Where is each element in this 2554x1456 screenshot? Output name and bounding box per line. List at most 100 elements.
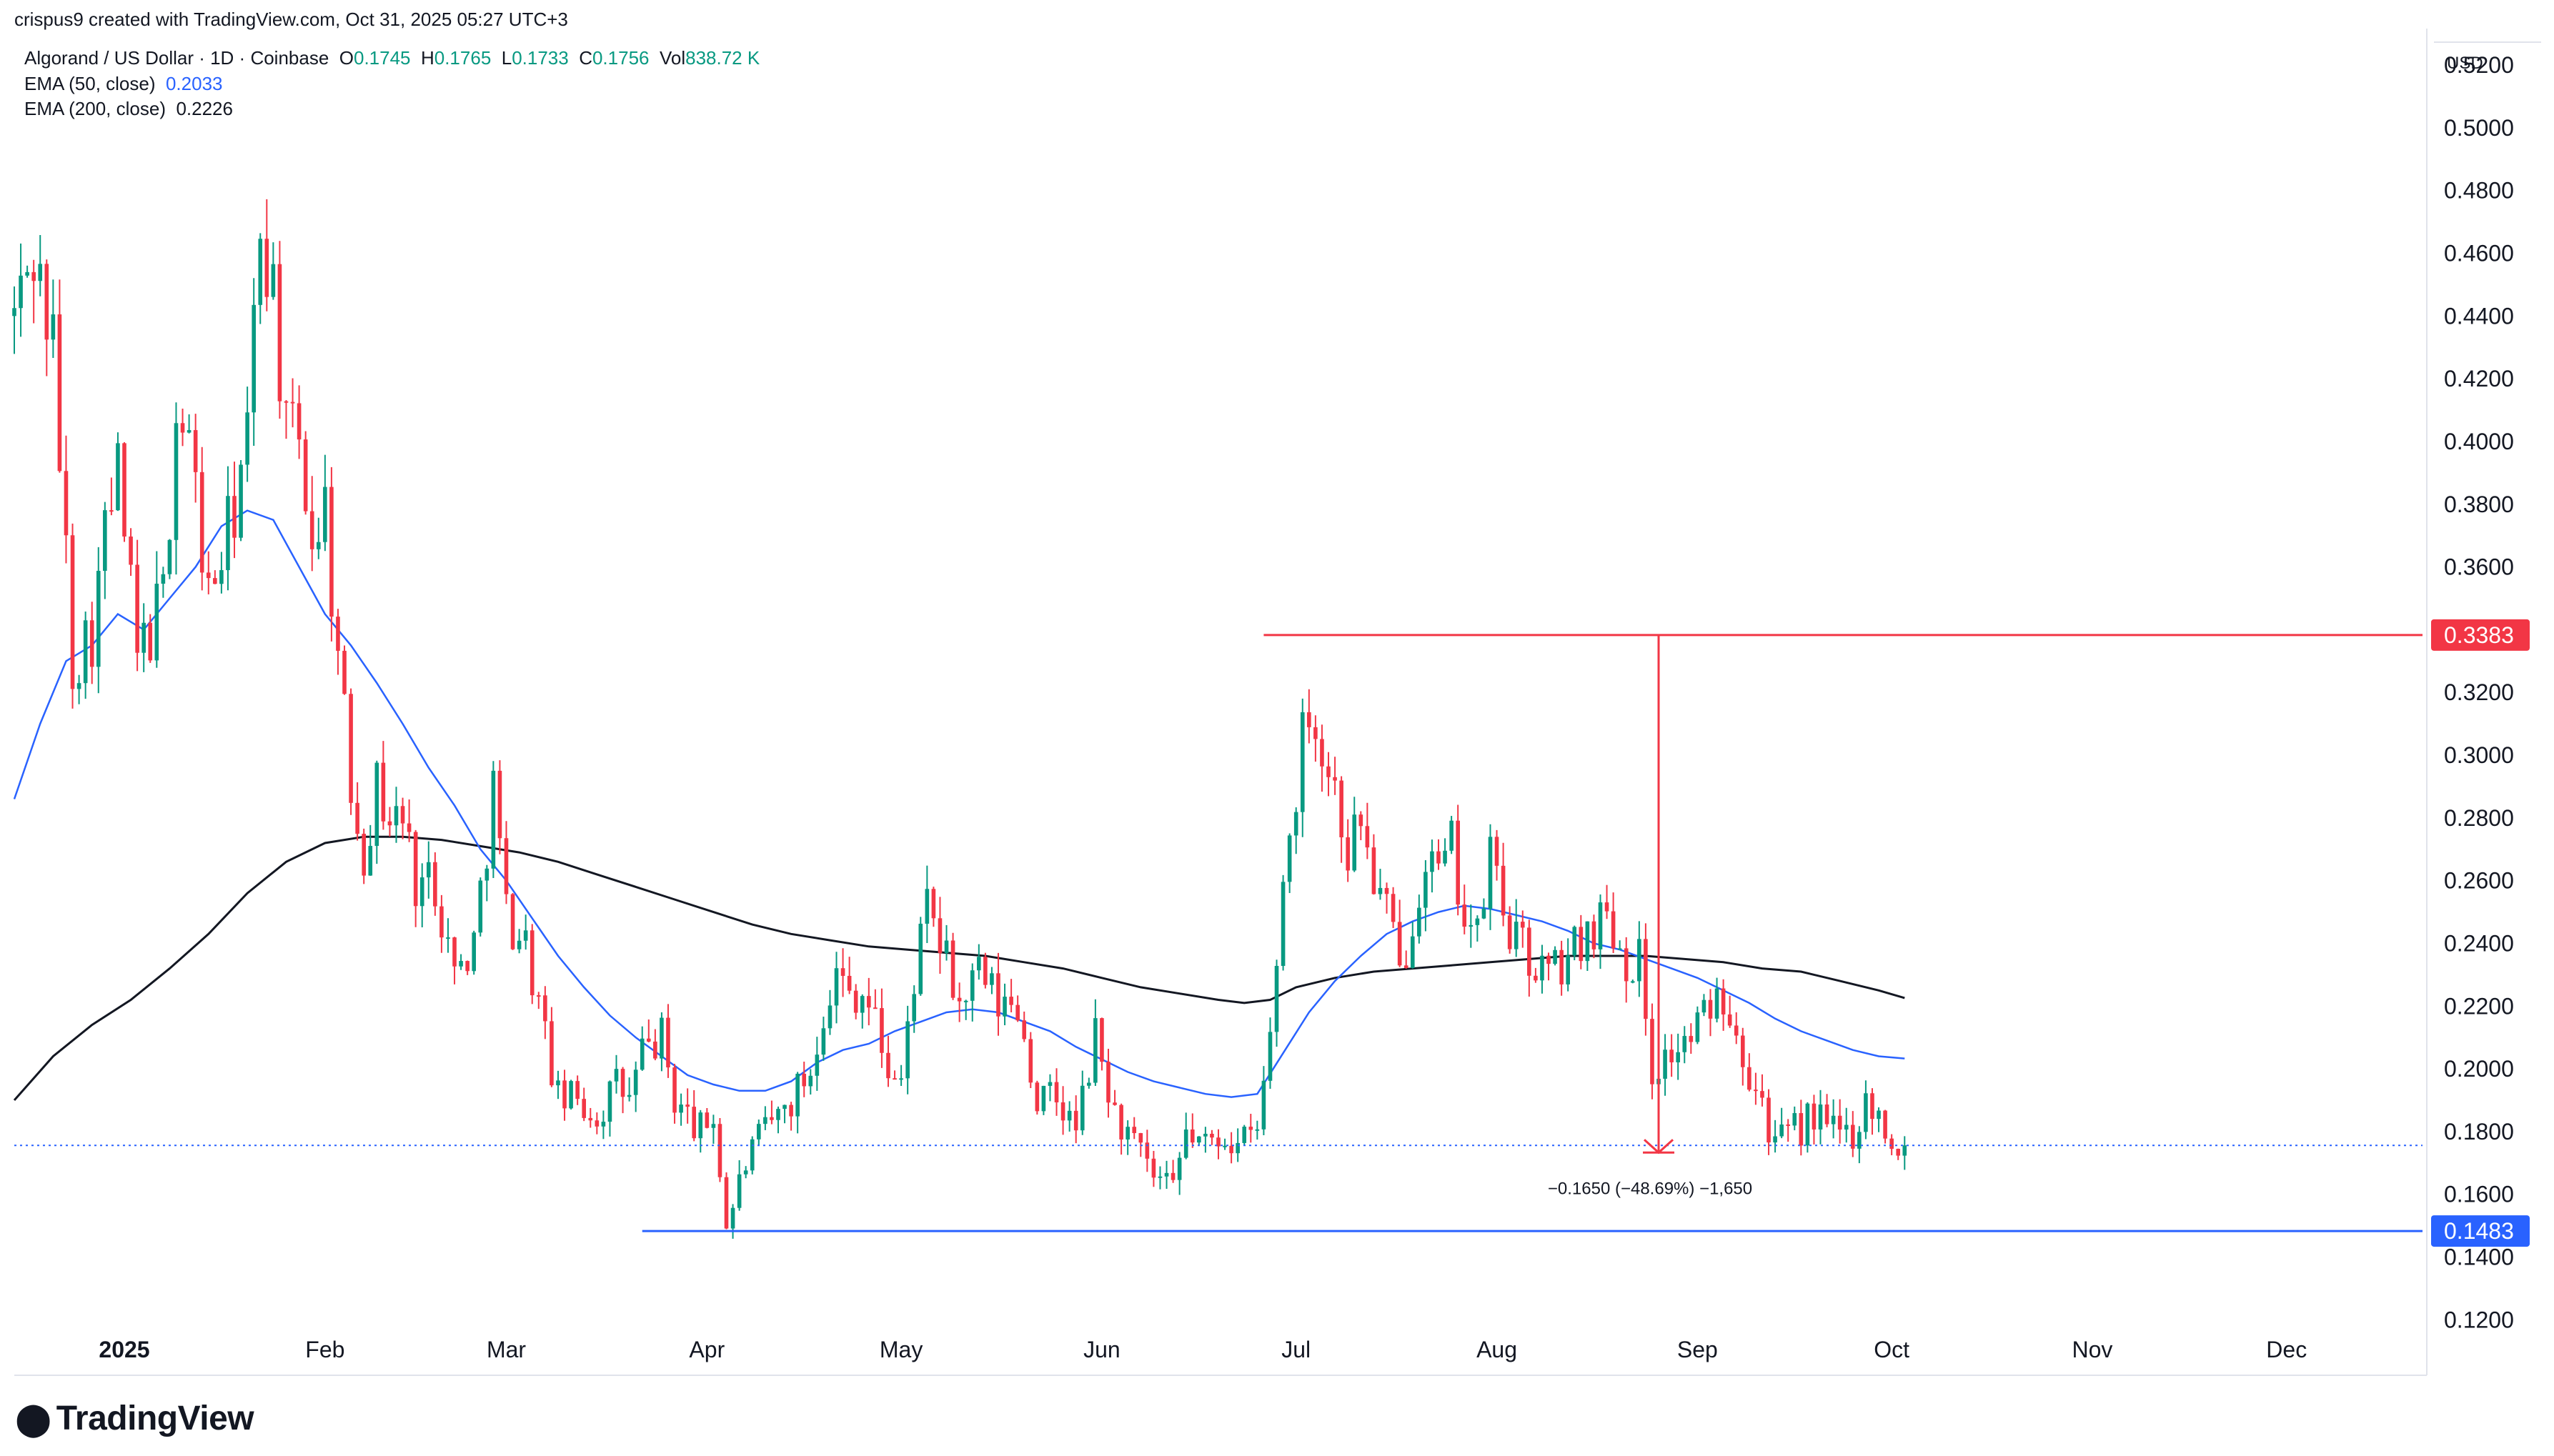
candle-body (1371, 847, 1376, 894)
candle (1624, 937, 1629, 1003)
tradingview-logo[interactable]: ⬤ TradingView (16, 1399, 254, 1438)
candle-body (1708, 999, 1713, 1019)
candle-body (387, 821, 392, 826)
candle (103, 502, 107, 599)
candle-body (575, 1081, 580, 1100)
candle (1896, 1148, 1901, 1160)
candle (711, 1115, 716, 1145)
candle-body (1423, 872, 1428, 908)
candle (899, 1064, 903, 1086)
candle (478, 877, 483, 937)
candle (1352, 797, 1357, 872)
candle (1391, 887, 1396, 928)
candle-body (1015, 1004, 1020, 1021)
candle-body (1701, 999, 1706, 1013)
candle (1534, 967, 1538, 983)
candle-body (368, 846, 373, 876)
candle (245, 387, 249, 482)
candle (1293, 807, 1298, 854)
candle (977, 944, 981, 980)
candle (957, 982, 962, 1022)
candle-body (1598, 902, 1603, 949)
candle-body (1300, 712, 1305, 812)
candle-body (1365, 826, 1370, 848)
candle (1708, 989, 1713, 1037)
candle (433, 852, 437, 916)
candle-body (1534, 975, 1538, 981)
candle-body (1397, 922, 1402, 966)
ema50-legend[interactable]: EMA (50, close) 0.2033 (24, 73, 223, 95)
ema50-value: 0.2033 (165, 73, 223, 94)
candle (1572, 925, 1577, 961)
candle-body (808, 1075, 813, 1087)
candle-body (569, 1081, 573, 1109)
candle (737, 1160, 742, 1211)
candle (776, 1106, 780, 1134)
candle-body (116, 443, 120, 511)
candle (1501, 842, 1506, 927)
candle (1507, 906, 1512, 954)
candle (303, 431, 308, 515)
candle (1566, 938, 1571, 992)
ema200-value: 0.2226 (176, 98, 233, 119)
candle-body (1073, 1110, 1078, 1131)
candle-body (252, 304, 256, 413)
y-tick-label: 0.2600 (2444, 868, 2514, 894)
candle-body (1850, 1125, 1855, 1149)
candle (893, 1070, 897, 1080)
candle-body (1443, 850, 1447, 864)
candle-body (206, 572, 211, 579)
candle-body (83, 620, 88, 684)
candle-body (1274, 966, 1279, 1032)
candle-body (1676, 1052, 1681, 1062)
candle-body (1773, 1136, 1777, 1143)
candle (1417, 894, 1421, 944)
candle-body (1060, 1102, 1065, 1121)
candle-body (1611, 911, 1616, 949)
candle-body (122, 443, 126, 537)
candle-body (1293, 812, 1298, 836)
candle-body (595, 1120, 600, 1127)
candle (1423, 860, 1428, 932)
candle (1786, 1119, 1791, 1142)
candle (446, 918, 450, 953)
candle (1216, 1129, 1221, 1160)
candle (167, 539, 172, 579)
candle (743, 1166, 748, 1179)
candle-body (1747, 1067, 1751, 1090)
candle (1132, 1117, 1137, 1140)
candle (828, 989, 833, 1035)
candle (1689, 1023, 1694, 1054)
candle (1462, 884, 1467, 934)
candle (258, 233, 263, 324)
ema200-legend[interactable]: EMA (200, close) 0.2226 (24, 98, 233, 120)
candle (983, 952, 988, 989)
candle (1281, 874, 1286, 971)
candle (1190, 1113, 1195, 1148)
candle (582, 1087, 587, 1122)
candle (672, 1064, 677, 1124)
candle-body (1287, 835, 1292, 882)
candle (543, 986, 547, 1039)
x-tick-label: Nov (2072, 1337, 2113, 1362)
candle-body (472, 932, 477, 972)
y-tick-label: 0.1800 (2444, 1119, 2514, 1145)
candle-body (1158, 1176, 1163, 1178)
candle-body (199, 472, 204, 573)
candle-body (685, 1105, 690, 1107)
candle-body (730, 1207, 735, 1229)
candle (1015, 995, 1020, 1022)
candle (25, 265, 29, 278)
candle-body (1384, 887, 1389, 894)
candle (1883, 1110, 1887, 1144)
candle-body (1320, 739, 1324, 767)
candle (1320, 724, 1324, 792)
candle (834, 952, 839, 1024)
candle-body (109, 510, 114, 512)
candle-body (977, 957, 981, 971)
tradingview-logo-icon: ⬤ (16, 1402, 51, 1437)
candle (387, 807, 392, 837)
candle (419, 863, 424, 928)
candle (666, 1004, 670, 1078)
